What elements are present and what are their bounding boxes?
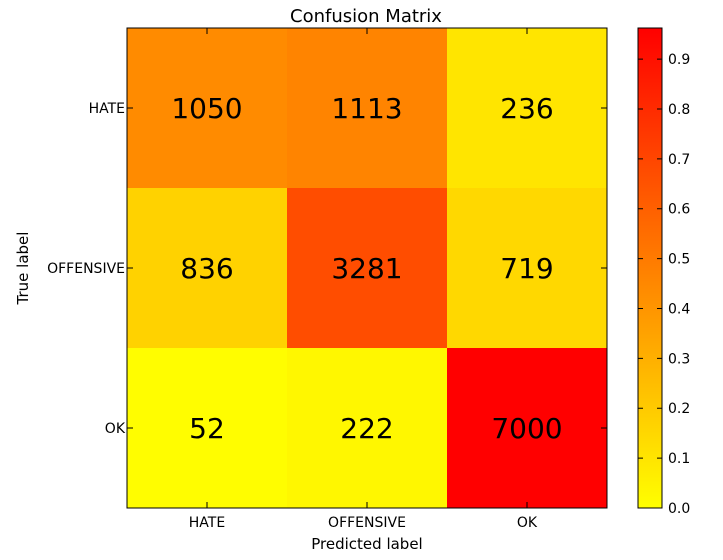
y-axis-label: True label [14,232,32,306]
y-tick-label: HATE [89,101,125,117]
matrix-cell [447,188,608,349]
cell-value-label: 52 [189,412,225,445]
matrix-cell [127,28,288,189]
colorbar-ticks: 0.0 0.1 0.2 0.3 0.4 0.5 0.6 0.7 0.8 0.9 [638,52,690,517]
x-tick-label: OK [517,515,538,531]
colorbar-tick-label: 0.1 [668,451,690,467]
x-axis-label: Predicted label [311,535,422,553]
colorbar-tick-label: 0.6 [668,202,690,218]
matrix-cell [127,348,288,509]
matrix-cell [447,348,608,509]
cell-value-label: 7000 [491,412,562,445]
colorbar-tick-label: 0.8 [668,102,690,118]
colorbar-tick-label: 0.2 [668,401,690,417]
cell-value-label: 1050 [171,92,242,125]
cell-value-label: 3281 [331,252,402,285]
matrix-cells [127,28,608,509]
matrix-cell [287,188,448,349]
colorbar-tick-label: 0.5 [668,252,690,268]
colorbar-tick-label: 0.3 [668,351,690,367]
cell-value-label: 719 [500,252,553,285]
matrix-cell [287,348,448,509]
matrix-cell-labels: 1050 1113 236 836 3281 719 52 222 7000 [171,92,562,445]
x-tick-label: OFFENSIVE [328,515,406,531]
colorbar-tick-label: 0.7 [668,152,690,168]
matrix-cell [447,28,608,189]
cell-value-label: 836 [180,252,233,285]
y-tick-label: OK [105,421,126,437]
colorbar [637,27,663,509]
cell-value-label: 236 [500,92,553,125]
colorbar-tick-label: 0.0 [668,501,690,517]
colorbar-tick-label: 0.4 [668,301,690,317]
cell-value-label: 222 [340,412,393,445]
matrix-cell [287,28,448,189]
cell-value-label: 1113 [331,92,402,125]
x-tick-label: HATE [189,515,225,531]
colorbar-tick-label: 0.9 [668,52,690,68]
y-axis-ticks: HATE OFFENSIVE OK [47,101,607,437]
y-tick-label: OFFENSIVE [47,261,125,277]
x-axis-ticks: HATE OFFENSIVE OK [189,28,538,531]
chart-title: Confusion Matrix [290,6,442,27]
matrix-cell [127,188,288,349]
